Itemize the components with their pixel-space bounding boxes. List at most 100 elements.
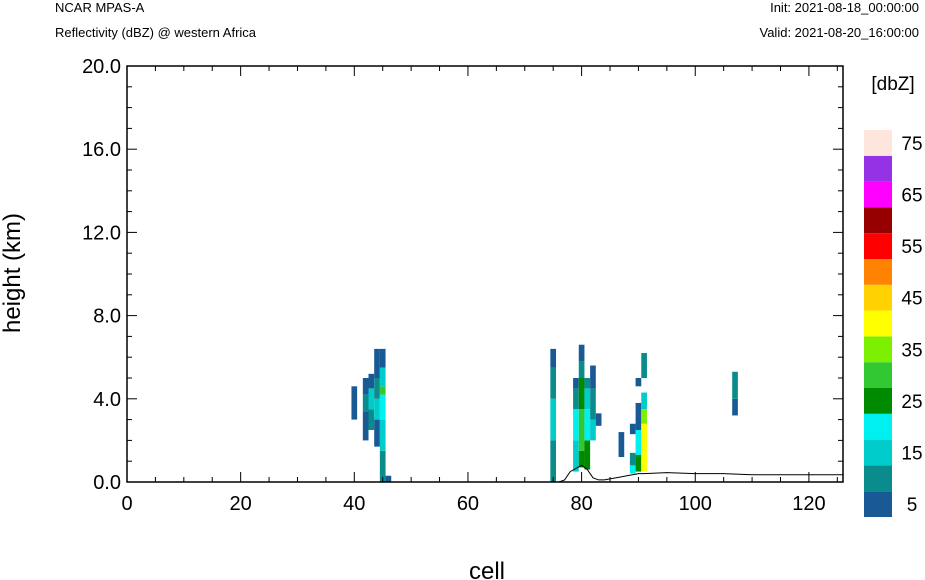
- plot-border: [126, 65, 844, 483]
- reflectivity-cell: [368, 373, 375, 389]
- reflectivity-cell: [584, 440, 591, 470]
- reflectivity-cell: [629, 465, 636, 474]
- reflectivity-cell: [573, 378, 579, 389]
- y-tick-label: 4.0: [93, 389, 121, 411]
- reflectivity-cell: [573, 409, 579, 441]
- colorbar-swatch: [864, 130, 892, 156]
- colorbar-unit: [dbZ]: [871, 74, 914, 95]
- reflectivity-cell: [550, 398, 557, 441]
- reflectivity-cell: [379, 367, 386, 387]
- reflectivity-cell: [618, 432, 625, 458]
- colorbar-label: 15: [901, 444, 922, 465]
- colorbar-swatch: [864, 207, 892, 234]
- x-tick-label: 80: [570, 493, 592, 515]
- axis-ticks: 0 20 40 60 80 100 120 0.0 4.0 8.0 12.0 16.0 20.0: [82, 56, 843, 515]
- reflectivity-cell: [584, 409, 591, 441]
- reflectivity-cell: [362, 378, 369, 395]
- reflectivity-cell: [351, 386, 358, 420]
- colorbar-label: 45: [901, 289, 922, 310]
- reflectivity-cell: [590, 388, 596, 420]
- reflectivity-cell: [641, 423, 647, 472]
- reflectivity-cell: [374, 378, 380, 399]
- terrain-line: [127, 464, 843, 483]
- reflectivity-cell: [641, 392, 647, 410]
- reflectivity-cell: [385, 475, 392, 482]
- field-title: Reflectivity (dBZ) @ western Africa: [55, 25, 257, 40]
- reflectivity-cell: [635, 402, 642, 430]
- reflectivity-cell: [595, 413, 602, 426]
- reflectivity-cell: [374, 348, 380, 378]
- plot-frame: [126, 65, 844, 483]
- reflectivity-cell: [379, 394, 386, 420]
- reflectivity-cell: [641, 353, 647, 378]
- reflectivity-cells: [351, 344, 738, 482]
- reflectivity-cell: [550, 348, 557, 368]
- reflectivity-cell: [550, 367, 557, 399]
- colorbar-swatch: [864, 336, 892, 363]
- reflectivity-cell: [732, 398, 738, 416]
- reflectivity-cell: [368, 409, 375, 430]
- reflectivity-cell: [629, 452, 636, 466]
- y-axis-label: height (km): [0, 213, 26, 333]
- colorbar-label: 65: [901, 186, 922, 207]
- colorbar-label: 55: [901, 237, 922, 258]
- reflectivity-cell: [379, 386, 386, 395]
- colorbar-swatch: [864, 181, 892, 208]
- reflectivity-cell: [368, 388, 375, 410]
- colorbar: [dbZ] 5 15 25 35 45 55 65 75: [864, 74, 923, 517]
- colorbar-swatch: [864, 439, 892, 466]
- reflectivity-cell: [362, 411, 369, 441]
- y-tick-label: 0.0: [93, 472, 121, 494]
- reflectivity-cell: [578, 344, 585, 362]
- colorbar-swatch: [864, 155, 892, 182]
- reflectivity-cell: [573, 440, 579, 472]
- colorbar-swatch: [864, 233, 892, 259]
- reflectivity-cell: [578, 409, 585, 451]
- reflectivity-cell: [379, 450, 386, 482]
- x-tick-label: 20: [230, 493, 252, 515]
- colorbar-swatch: [864, 491, 892, 517]
- reflectivity-cell: [578, 361, 585, 378]
- y-tick-label: 12.0: [82, 222, 121, 244]
- reflectivity-cell: [732, 371, 738, 399]
- colorbar-label: 25: [901, 392, 922, 413]
- reflectivity-cell: [550, 440, 557, 482]
- reflectivity-cell: [635, 430, 642, 455]
- colorbar-swatch: [864, 388, 892, 414]
- y-tick-label: 16.0: [82, 139, 121, 161]
- y-tick-label: 8.0: [93, 306, 121, 328]
- colorbar-label: 75: [901, 134, 922, 155]
- reflectivity-cell: [629, 423, 636, 435]
- reflectivity-cell: [573, 388, 579, 410]
- reflectivity-cell: [635, 378, 642, 387]
- colorbar-swatch: [864, 413, 892, 440]
- reflectivity-cell: [578, 378, 585, 410]
- x-axis-label: cell: [469, 558, 505, 580]
- reflectivity-cell: [374, 398, 380, 420]
- reflectivity-cell: [590, 419, 596, 441]
- init-time: Init: 2021-08-18_00:00:00: [770, 0, 919, 15]
- y-tick-label: 20.0: [82, 56, 121, 78]
- colorbar-swatch: [864, 310, 892, 337]
- x-tick-label: 40: [343, 493, 365, 515]
- valid-time: Valid: 2021-08-20_16:00:00: [759, 25, 920, 40]
- colorbar-label: 35: [901, 340, 922, 361]
- reflectivity-cell: [635, 454, 642, 472]
- terrain-layer: [127, 464, 843, 483]
- reflectivity-cell: [641, 409, 647, 424]
- colorbar-swatch: [864, 362, 892, 388]
- reflectivity-cell: [379, 348, 386, 368]
- reflectivity-cell: [590, 365, 596, 389]
- reflectivity-cell: [362, 394, 369, 412]
- x-tick-label: 100: [679, 493, 712, 515]
- reflectivity-cell: [578, 450, 585, 468]
- colorbar-label: 5: [907, 495, 918, 516]
- colorbar-swatch: [864, 465, 892, 492]
- x-tick-label: 120: [792, 493, 825, 515]
- x-tick-label: 60: [457, 493, 479, 515]
- reflectivity-cell: [584, 388, 591, 410]
- reflectivity-cell: [379, 419, 386, 451]
- model-title: NCAR MPAS-A: [55, 0, 145, 15]
- colorbar-swatch: [864, 284, 892, 311]
